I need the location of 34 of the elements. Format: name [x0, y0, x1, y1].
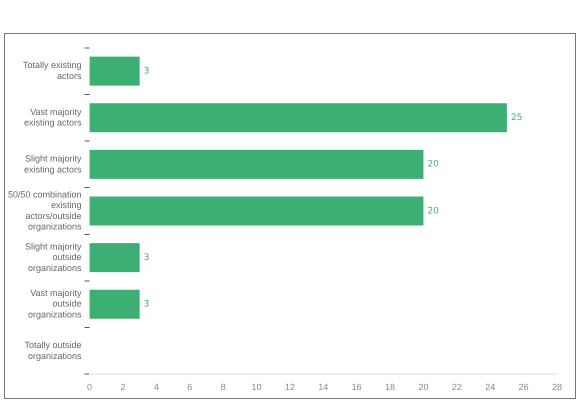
x-tick-label: 2 [120, 382, 126, 392]
y-tick-label: Totally outside organizations [24, 340, 82, 361]
y-tick-label: Slight majority outside organizations [25, 241, 82, 273]
y-tick-label: Vast majority outside organizations [28, 288, 82, 320]
data-label: 20 [427, 160, 440, 170]
x-tick-label: 28 [552, 382, 562, 392]
y-tick-label: 50/50 combination existing actors/outside organizations [8, 189, 82, 232]
x-tick-label: 16 [352, 382, 362, 392]
x-tick-label: 14 [318, 382, 328, 392]
bar [90, 196, 424, 226]
bar [90, 150, 424, 179]
x-tick-label: 8 [220, 382, 226, 392]
x-tick-label: 12 [284, 382, 295, 392]
data-label: 3 [144, 66, 150, 76]
x-tick-label: 24 [485, 382, 496, 392]
x-tick-label: 20 [418, 382, 428, 392]
x-tick-label: 18 [385, 382, 396, 392]
data-label: 25 [510, 113, 522, 124]
bar [90, 290, 140, 319]
x-tick-label: 0 [87, 382, 92, 392]
x-tick-label: 4 [154, 382, 159, 392]
x-tick-label: 26 [518, 382, 529, 392]
x-tick-label: 6 [187, 382, 192, 392]
y-tick-label: Totally existing actors [23, 60, 82, 81]
data-label: 3 [144, 252, 150, 263]
bar [90, 103, 507, 132]
x-tick-label: 10 [251, 382, 262, 392]
y-tick-label: Vast majority existing actors [24, 106, 82, 128]
x-tick-label: 22 [452, 382, 462, 392]
y-tick-label: Slight majority existing actors [24, 153, 82, 174]
data-label: 3 [144, 300, 150, 310]
bar [90, 243, 140, 272]
data-label: 20 [427, 206, 440, 216]
bar [90, 56, 140, 86]
